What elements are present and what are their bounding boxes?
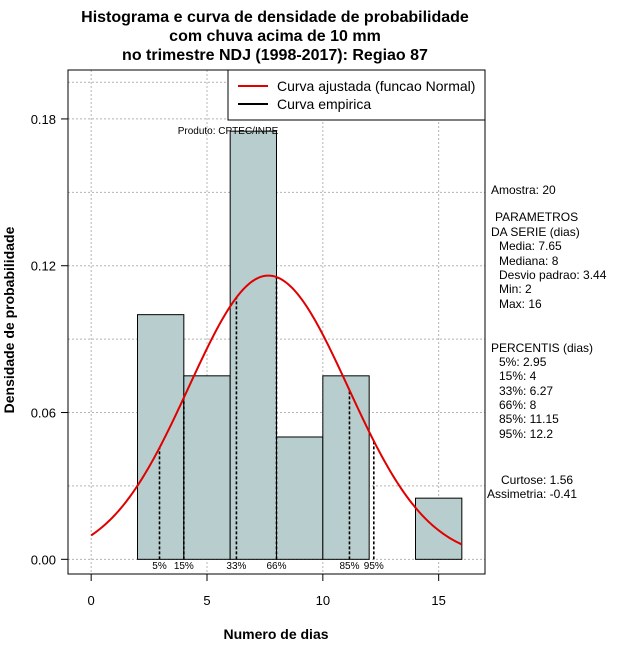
params-title-2: DA SERIE (dias) [491, 225, 580, 239]
params-title-1: PARAMETROS [495, 210, 578, 224]
y-tick-label: 0.00 [31, 552, 56, 567]
stats-panel: Amostra: 20 PARAMETROS DA SERIE (dias) M… [487, 183, 607, 501]
param-mean: Media: 7.65 [499, 239, 562, 253]
bars-layer [137, 130, 463, 560]
y-tick-label: 0.06 [31, 406, 56, 421]
x-tick-label: 15 [431, 593, 445, 608]
chart-title-line-2: com chuva acima de 10 mm [169, 28, 381, 45]
percentile-95: 95%: 12.2 [499, 427, 553, 441]
axes-layer: 0 5 10 15 0.00 0.06 0.12 0.18 [31, 112, 446, 608]
x-tick-label: 10 [316, 593, 330, 608]
chart-title-line-1: Histograma e curva de densidade de proba… [81, 9, 469, 26]
normal-curve [90, 274, 463, 546]
histogram-bar [183, 375, 231, 560]
product-annotation: Produto: CPTEC/INPE [178, 126, 279, 137]
percentile-66: 66%: 8 [499, 398, 537, 412]
x-tick-label: 0 [88, 593, 95, 608]
percentile-label: 15% [174, 561, 194, 572]
kurtosis: Curtose: 1.56 [501, 473, 573, 487]
sample-size: Amostra: 20 [491, 183, 556, 197]
percentile-15: 15%: 4 [499, 369, 537, 383]
percentile-label: 85% [339, 561, 359, 572]
x-tick-label: 5 [203, 593, 210, 608]
y-tick-label: 0.18 [31, 112, 56, 127]
param-median: Mediana: 8 [499, 254, 559, 268]
skewness: Assimetria: -0.41 [487, 487, 577, 501]
histogram-bar [137, 314, 185, 560]
histogram-bar [322, 375, 370, 560]
legend-box [227, 69, 486, 121]
chart-title-line-3: no trimestre NDJ (1998-2017): Regiao 87 [122, 47, 428, 64]
histogram-bar [229, 130, 278, 560]
percentile-label: 5% [152, 561, 167, 572]
legend-label-empirical: Curva empirica [277, 96, 371, 112]
histogram-bar [415, 497, 463, 560]
param-max: Max: 16 [499, 297, 542, 311]
curve-layer [90, 274, 463, 546]
param-sd: Desvio padrao: 3.44 [499, 268, 607, 282]
legend: Curva ajustada (funcao Normal) Curva emp… [227, 69, 486, 121]
percentile-layer: 5% 15% 33% 66% 85% 95% [152, 277, 384, 572]
percentile-label: 33% [226, 561, 246, 572]
histogram-bar [276, 436, 324, 560]
y-axis-title: Densidade de probabilidade [1, 226, 17, 413]
percentile-5: 5%: 2.95 [499, 355, 547, 369]
legend-label-fitted: Curva ajustada (funcao Normal) [277, 78, 475, 94]
param-min: Min: 2 [499, 282, 532, 296]
percentile-label: 66% [266, 561, 286, 572]
percentile-85: 85%: 11.15 [499, 412, 559, 426]
percentile-label: 95% [364, 561, 384, 572]
x-axis-title: Numero de dias [223, 626, 328, 642]
y-tick-label: 0.12 [31, 259, 56, 274]
percentiles-title: PERCENTIS (dias) [491, 341, 593, 355]
percentile-33: 33%: 6.27 [499, 384, 553, 398]
